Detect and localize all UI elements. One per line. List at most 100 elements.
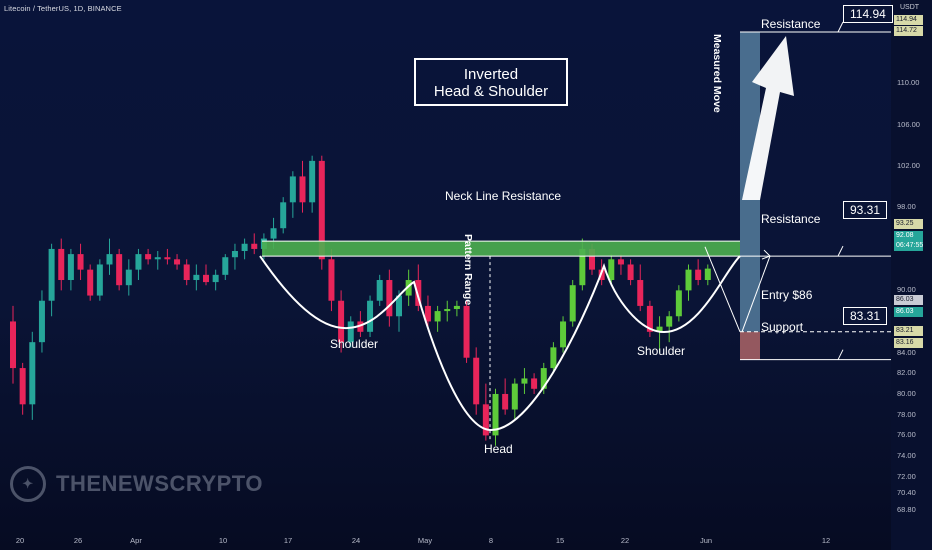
left-shoulder-label: Shoulder <box>330 337 379 351</box>
price-badge: 114.72 <box>894 26 923 36</box>
price-badge: 114.94 <box>894 15 923 25</box>
candle-body <box>270 228 277 239</box>
time-tick-label: Apr <box>130 536 142 545</box>
candle-body <box>116 254 123 286</box>
watermark-text: THENEWSCRYPTO <box>56 471 263 496</box>
candle-body <box>550 347 557 369</box>
candle-body <box>183 264 190 281</box>
candle-body <box>241 243 248 252</box>
time-tick-label: Jun <box>699 536 713 545</box>
candle-body <box>376 280 383 301</box>
time-tick-label: May <box>417 536 433 545</box>
callout-resistance-top: 114.94 <box>843 5 893 23</box>
time-tick-label: 17 <box>283 536 293 545</box>
candle-body <box>164 257 171 260</box>
pattern-title: Inverted Head & Shoulder <box>414 58 568 106</box>
price-tick-label: 80.00 <box>897 388 916 398</box>
candle-body <box>685 269 692 291</box>
candle-body <box>251 243 258 249</box>
retest-line <box>704 246 741 333</box>
price-tick-label: 78.00 <box>897 409 916 419</box>
candle-body <box>193 274 200 281</box>
price-tick-label: 98.00 <box>897 202 916 212</box>
candle-body <box>656 326 663 332</box>
candle-body <box>617 259 624 265</box>
stop-zone-box <box>740 331 760 360</box>
time-tick-label: 22 <box>620 536 630 545</box>
price-tick-label: 84.00 <box>897 347 916 357</box>
candle-body <box>289 176 296 203</box>
candle-body <box>357 321 364 332</box>
candle-body <box>231 251 238 258</box>
candle-body <box>627 264 634 281</box>
price-badge: 83.21 <box>894 326 923 336</box>
callout-pointer <box>837 21 844 33</box>
candle-body <box>608 259 615 281</box>
candle-body <box>646 305 653 332</box>
price-tick-label: 72.00 <box>897 471 916 481</box>
candle-body <box>666 316 673 327</box>
candle-body <box>338 300 345 343</box>
resistance-mid-label: Resistance <box>761 212 821 226</box>
candle-body <box>405 280 412 296</box>
candle-body <box>396 295 402 317</box>
pattern-overlay <box>259 21 891 441</box>
candle-body <box>521 378 528 384</box>
candle-body <box>540 368 547 389</box>
price-tick-label: 68.80 <box>897 505 916 514</box>
price-badge: 86.03 <box>894 307 923 317</box>
price-tick-label: 102.00 <box>897 161 920 171</box>
price-tick-label: 76.00 <box>897 430 916 440</box>
candle-body <box>299 176 306 203</box>
candle-body <box>444 309 451 312</box>
breakout-arrow-icon <box>742 36 794 200</box>
callout-support: 83.31 <box>843 307 888 325</box>
price-badge: 86.03 <box>894 295 923 305</box>
callout-pointer <box>837 245 844 257</box>
time-tick-label: 26 <box>73 536 83 545</box>
price-tick-label: 106.00 <box>897 119 920 129</box>
candle-body <box>154 257 161 260</box>
currency-label: USDT <box>900 4 920 11</box>
time-tick-label: 24 <box>351 536 361 545</box>
symbol-header: Litecoin / TetherUS, 1D, BINANCE <box>4 4 122 13</box>
watermark: ✦ THENEWSCRYPTO <box>10 466 263 502</box>
price-badge: 92.08 <box>894 231 923 241</box>
projection-arrowhead <box>761 249 771 260</box>
candle-body <box>135 254 142 270</box>
candle-body <box>482 404 489 436</box>
candle-body <box>473 357 480 405</box>
price-badge: 06:47:55 <box>894 241 924 251</box>
candle-body <box>87 269 94 296</box>
time-tick-label: 10 <box>218 536 228 545</box>
price-tick-label: 90.00 <box>897 285 916 295</box>
price-badge: 83.16 <box>894 338 923 348</box>
time-tick-label: 12 <box>821 536 831 545</box>
candle-body <box>38 300 45 343</box>
candle-body <box>77 254 84 270</box>
candle-body <box>424 305 431 322</box>
candle-body <box>463 305 470 358</box>
candle-body <box>531 378 538 389</box>
resistance-top-label: Resistance <box>761 17 821 31</box>
candle-body <box>502 393 509 410</box>
candle-body <box>10 321 16 369</box>
candle-body <box>125 269 132 286</box>
candle-body <box>203 274 209 283</box>
support-label: Support <box>761 320 804 334</box>
candle-body <box>19 368 26 405</box>
candle-body <box>453 305 460 310</box>
candle-body <box>328 259 335 301</box>
candle-body <box>560 321 567 348</box>
candle-body <box>704 268 711 281</box>
candle-body <box>145 254 152 260</box>
candle-body <box>309 160 316 203</box>
candle-body <box>675 290 682 317</box>
callout-neck-resistance: 93.31 <box>843 201 888 219</box>
time-tick-label: 15 <box>555 536 565 545</box>
candle-body <box>569 285 576 322</box>
projection-line <box>741 255 771 332</box>
candle-body <box>280 202 287 229</box>
